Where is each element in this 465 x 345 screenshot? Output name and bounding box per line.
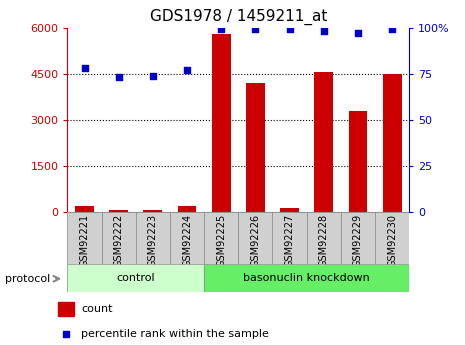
Bar xyxy=(341,212,375,264)
Text: protocol: protocol xyxy=(5,274,50,284)
Text: GSM92228: GSM92228 xyxy=(319,214,329,267)
Point xyxy=(388,27,396,32)
Bar xyxy=(280,208,299,212)
Bar xyxy=(67,264,204,292)
Bar xyxy=(144,210,162,212)
Bar xyxy=(204,264,409,292)
Bar xyxy=(272,212,306,264)
Bar xyxy=(349,111,367,212)
Point xyxy=(149,73,157,78)
Text: GSM92223: GSM92223 xyxy=(148,214,158,267)
Text: GSM92230: GSM92230 xyxy=(387,214,397,267)
Point xyxy=(218,27,225,32)
Bar xyxy=(58,302,74,316)
Title: GDS1978 / 1459211_at: GDS1978 / 1459211_at xyxy=(150,9,327,25)
Point xyxy=(183,67,191,73)
Bar xyxy=(306,212,341,264)
Bar xyxy=(67,212,101,264)
Bar xyxy=(109,210,128,212)
Text: GSM92222: GSM92222 xyxy=(113,214,124,267)
Point xyxy=(115,75,122,80)
Text: GSM92229: GSM92229 xyxy=(353,214,363,267)
Bar xyxy=(136,212,170,264)
Bar xyxy=(178,206,196,212)
Text: GSM92227: GSM92227 xyxy=(285,214,295,267)
Text: basonuclin knockdown: basonuclin knockdown xyxy=(243,273,370,283)
Bar xyxy=(375,212,409,264)
Text: GSM92224: GSM92224 xyxy=(182,214,192,267)
Point xyxy=(286,27,293,32)
Text: GSM92221: GSM92221 xyxy=(80,214,90,267)
Bar xyxy=(314,72,333,212)
Bar xyxy=(170,212,204,264)
Bar xyxy=(212,34,231,212)
Point xyxy=(81,66,88,71)
Text: GSM92225: GSM92225 xyxy=(216,214,226,267)
Text: control: control xyxy=(116,273,155,283)
Text: count: count xyxy=(81,304,113,314)
Point xyxy=(354,30,362,36)
Bar xyxy=(238,212,272,264)
Bar xyxy=(101,212,136,264)
Text: GSM92226: GSM92226 xyxy=(250,214,260,267)
Bar xyxy=(246,83,265,212)
Bar xyxy=(75,206,94,212)
Point xyxy=(62,331,70,337)
Text: percentile rank within the sample: percentile rank within the sample xyxy=(81,329,269,339)
Bar xyxy=(383,74,401,212)
Point xyxy=(252,27,259,32)
Point xyxy=(320,29,327,34)
Bar xyxy=(204,212,238,264)
